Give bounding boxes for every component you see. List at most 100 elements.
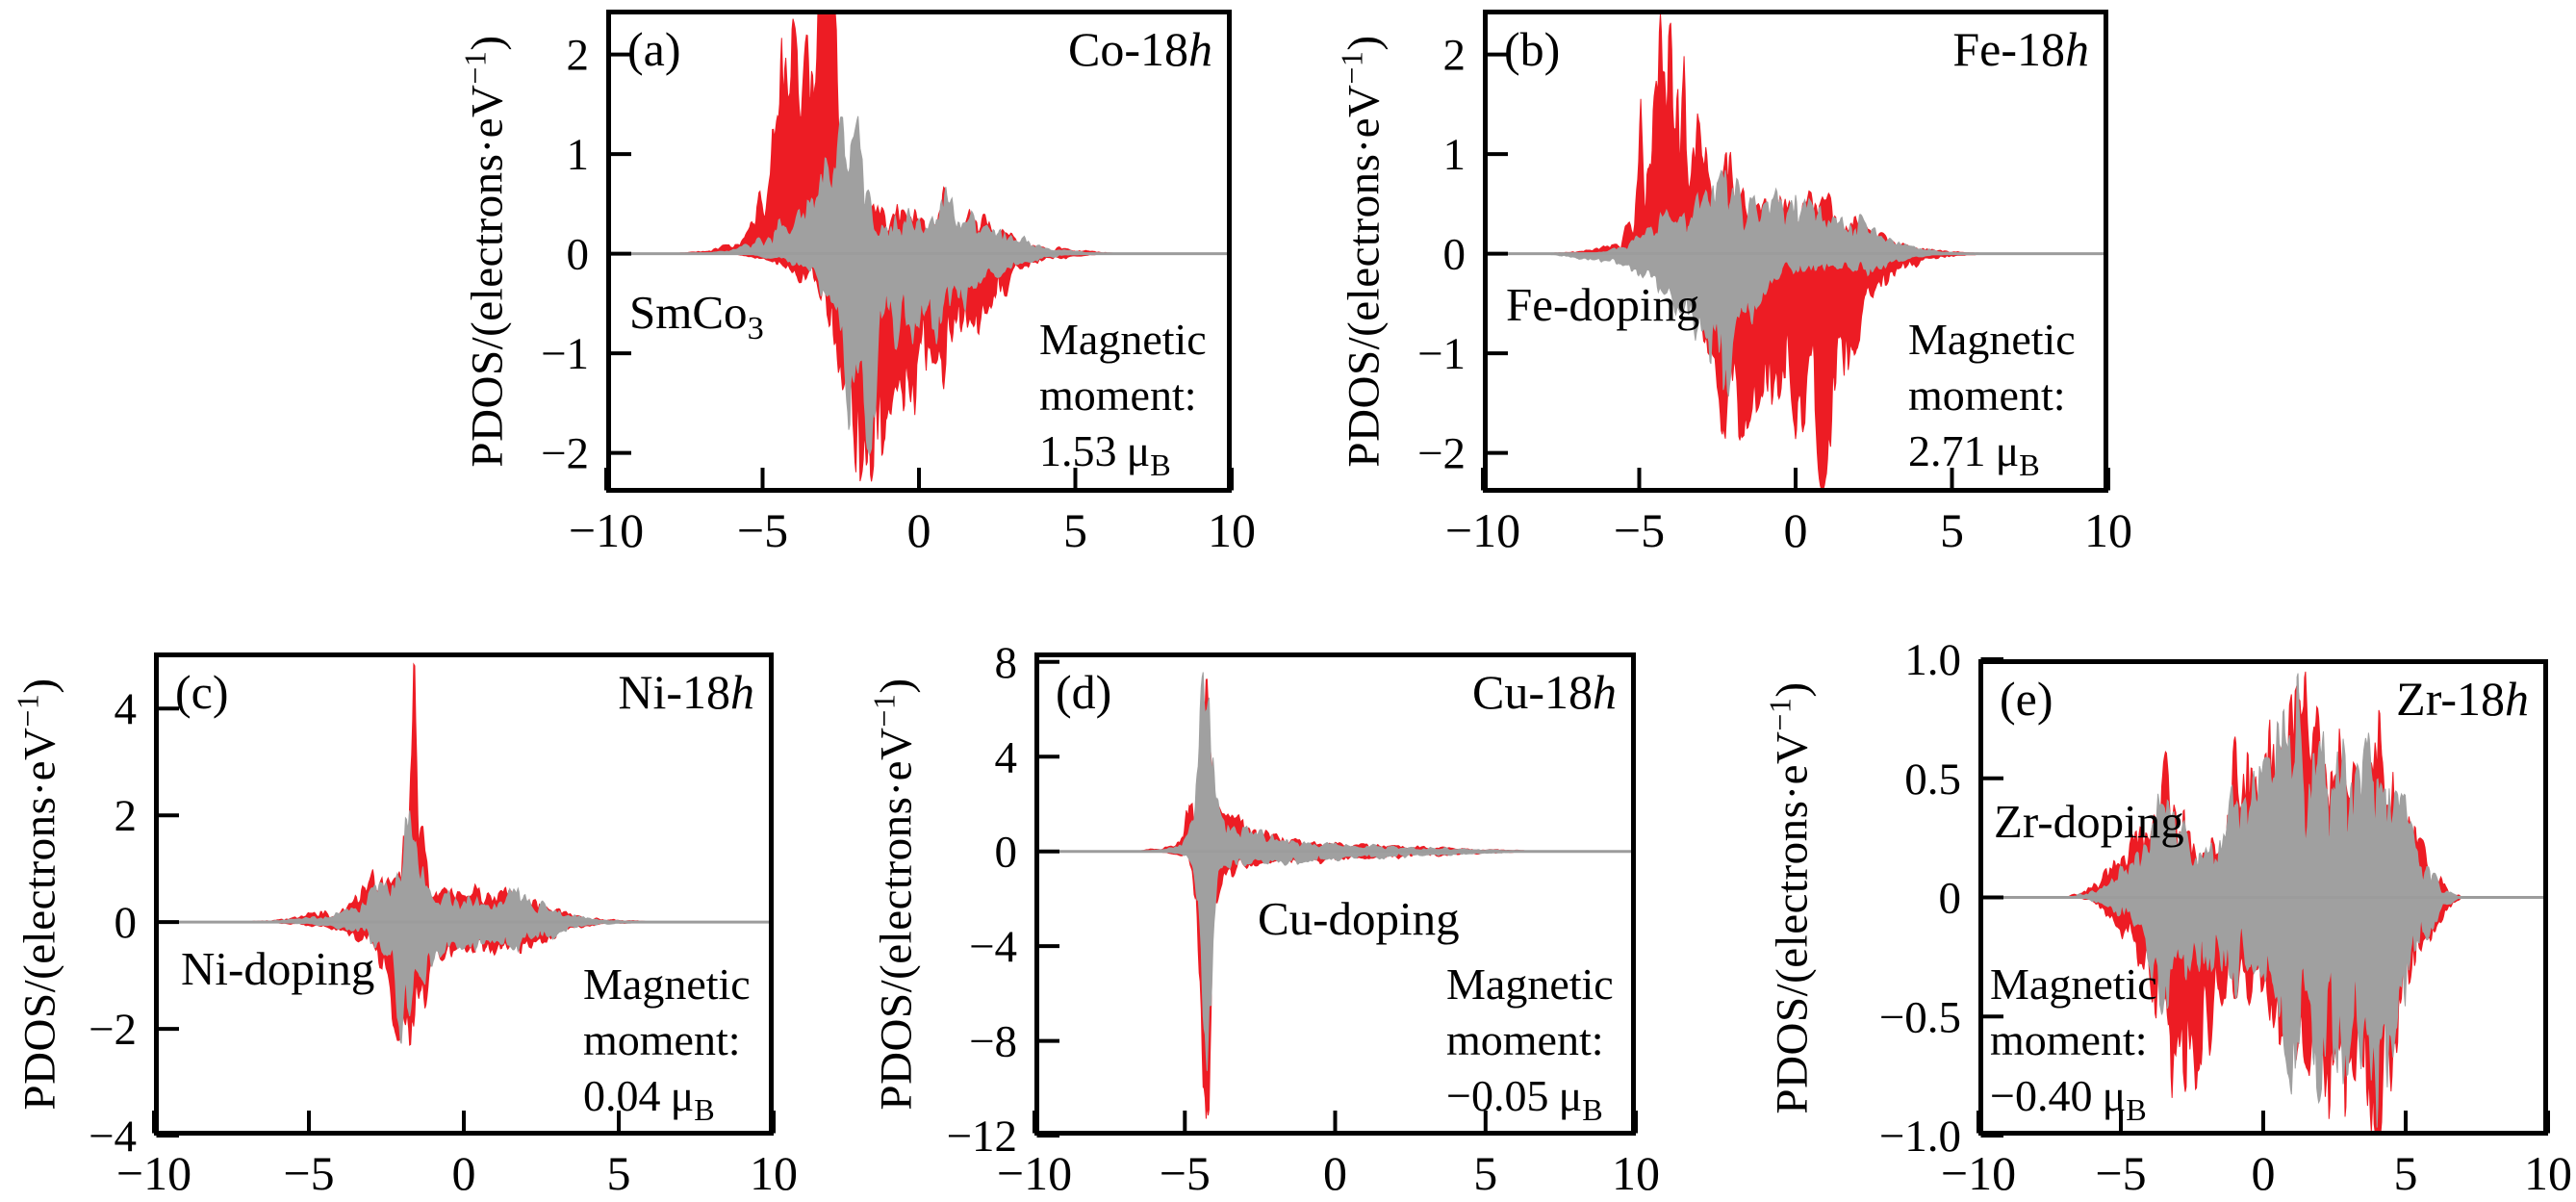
panel-title-text: Co-18 <box>1068 22 1188 76</box>
y-axis-label-sup: −1 <box>11 693 45 728</box>
moment-unit-sub: B <box>2126 1092 2147 1128</box>
y-axis-label-close: ) <box>1339 35 1390 51</box>
annotation-text: SmCo <box>629 286 748 339</box>
svg-text:0: 0 <box>115 898 138 948</box>
svg-text:−2: −2 <box>89 1005 137 1055</box>
panel-title-italic: h <box>2505 672 2529 726</box>
svg-text:−2: −2 <box>1417 429 1466 479</box>
y-axis-label-e: PDOS/(electrons·eV−1) <box>1764 681 1819 1113</box>
annotation-a: SmCo3 <box>629 285 764 347</box>
y-axis-label-close: ) <box>462 35 513 51</box>
y-axis-label-sup: −1 <box>1335 50 1369 85</box>
svg-text:2: 2 <box>567 31 590 81</box>
panel-letter-c: (c) <box>175 665 229 719</box>
y-axis-label-close: ) <box>14 678 65 694</box>
moment-value: −0.05 <box>1446 1071 1549 1121</box>
magnetic-moment-a: Magnetic moment: 1.53 μB <box>1039 312 1207 485</box>
panel-title-c: Ni-18h <box>618 664 754 720</box>
panel-d: 8 4 0 −4 −8 −12 −10 −5 0 5 10 PDOS/(electrons·eV−1… <box>868 638 1660 1200</box>
moment-unit-sub: B <box>694 1092 715 1128</box>
y-axis-label-text: PDOS/(electrons·eV <box>1767 730 1818 1114</box>
panel-e: 1.0 0.5 0 −0.5 −1.0 −10 −5 0 5 10 PDOS/(electrons… <box>1764 635 2572 1200</box>
annotation-b: Fe-doping <box>1506 277 1699 340</box>
svg-text:−1.0: −1.0 <box>1879 1112 1961 1162</box>
y-axis-label-text: PDOS/(electrons·eV <box>871 727 922 1111</box>
moment-unit-mu: μ <box>1126 426 1151 476</box>
moment-unit-sub: B <box>2019 448 2040 483</box>
svg-text:−5: −5 <box>283 1146 334 1200</box>
svg-text:5: 5 <box>2394 1146 2418 1200</box>
panel-letter-a: (a) <box>627 22 681 76</box>
svg-text:−10: −10 <box>1941 1146 2016 1200</box>
annotation-d: Cu-doping <box>1258 891 1460 954</box>
panel-title-text: Fe-18 <box>1952 22 2065 76</box>
panel-title-italic: h <box>1188 22 1212 76</box>
moment-line2: moment: <box>1446 1015 1604 1065</box>
moment-line1: Magnetic <box>583 959 751 1010</box>
moment-unit-mu: μ <box>1995 426 2020 476</box>
panel-b: 2 1 0 −1 −2 −10 −5 0 5 10 PDOS/(electrons·eV−1) (… <box>1336 10 2132 557</box>
magnetic-moment-e: Magnetic moment: −0.40 μB <box>1990 957 2157 1130</box>
pdos-plot-a: 210−1−2−10 −5 0 5 10 <box>541 10 1256 557</box>
svg-text:−4: −4 <box>89 1112 137 1162</box>
svg-text:0: 0 <box>1784 503 1808 557</box>
moment-unit-mu: μ <box>1558 1071 1583 1121</box>
moment-value: 1.53 <box>1039 426 1117 476</box>
panel-title-b: Fe-18h <box>1952 21 2089 77</box>
panel-title-italic: h <box>1593 665 1617 719</box>
annotation-c: Ni-doping <box>181 941 374 1004</box>
annotation-sub: 3 <box>747 309 764 346</box>
svg-text:0.5: 0.5 <box>1904 754 1961 805</box>
moment-unit-sub: B <box>1582 1092 1603 1128</box>
pdos-plot-e: 1.0 0.5 0 −0.5 −1.0−10 −5 0 5 10 <box>1879 635 2572 1200</box>
moment-value: −0.40 <box>1990 1071 2093 1121</box>
annotation-text: Zr-doping <box>1994 795 2184 848</box>
panel-c: 4 2 0 −2 −4 −10 −5 0 5 10 PDOS/(electrons·eV−1) (… <box>12 652 798 1200</box>
magnetic-moment-c: Magnetic moment: 0.04 μB <box>583 957 751 1130</box>
moment-line2: moment: <box>583 1015 741 1065</box>
svg-text:2: 2 <box>115 791 138 841</box>
svg-text:−12: −12 <box>946 1112 1017 1162</box>
svg-text:0: 0 <box>1443 230 1467 280</box>
magnetic-moment-d: Magnetic moment: −0.05 μB <box>1446 957 1614 1130</box>
svg-text:−4: −4 <box>969 922 1017 972</box>
panel-title-text: Zr-18 <box>2396 672 2505 726</box>
svg-text:4: 4 <box>115 684 138 734</box>
moment-value-line: 1.53 μB <box>1039 423 1207 485</box>
pdos-plot-b: 210−1−2−10 −5 0 5 10 <box>1417 10 2132 557</box>
annotation-e: Zr-doping <box>1994 794 2184 857</box>
moment-value: 0.04 <box>583 1071 661 1121</box>
svg-text:−8: −8 <box>969 1017 1017 1067</box>
svg-text:−10: −10 <box>997 1146 1072 1200</box>
svg-text:1: 1 <box>567 130 590 180</box>
svg-text:10: 10 <box>750 1146 798 1200</box>
moment-line1: Magnetic <box>1039 315 1207 365</box>
panel-title-a: Co-18h <box>1068 21 1212 77</box>
panel-title-e: Zr-18h <box>2396 671 2529 727</box>
y-axis-label-sup: −1 <box>458 50 493 85</box>
y-axis-label-text: PDOS/(electrons·eV <box>1339 84 1390 468</box>
svg-text:−5: −5 <box>1614 503 1665 557</box>
pdos-plot-c: 4 2 0 −2 −4−10 −5 0 5 10 <box>89 652 798 1200</box>
svg-text:10: 10 <box>2084 503 2132 557</box>
svg-text:5: 5 <box>607 1146 631 1200</box>
annotation-text: Ni-doping <box>181 942 375 995</box>
panel-title-d: Cu-18h <box>1472 664 1617 720</box>
svg-text:−10: −10 <box>116 1146 191 1200</box>
moment-value-line: 0.04 μB <box>583 1068 751 1130</box>
svg-text:1: 1 <box>1443 130 1467 180</box>
y-axis-label-text: PDOS/(electrons·eV <box>462 84 513 468</box>
panel-letter-d: (d) <box>1056 665 1112 719</box>
y-axis-label-a: PDOS/(electrons·eV−1) <box>459 35 514 467</box>
panel-letter-e: (e) <box>2000 672 2053 726</box>
panel-a: 2 1 0 −1 −2 −10 −5 0 5 10 PDOS/(electrons·eV−1) (… <box>459 10 1256 557</box>
svg-text:−2: −2 <box>541 429 589 479</box>
svg-text:0: 0 <box>1939 874 1962 924</box>
y-axis-label-c: PDOS/(electrons·eV−1) <box>12 678 66 1110</box>
moment-value: 2.71 <box>1908 426 1986 476</box>
moment-value-line: −0.05 μB <box>1446 1068 1614 1130</box>
svg-text:8: 8 <box>995 638 1018 688</box>
moment-line2: moment: <box>1990 1015 2148 1065</box>
svg-text:5: 5 <box>1940 503 1964 557</box>
